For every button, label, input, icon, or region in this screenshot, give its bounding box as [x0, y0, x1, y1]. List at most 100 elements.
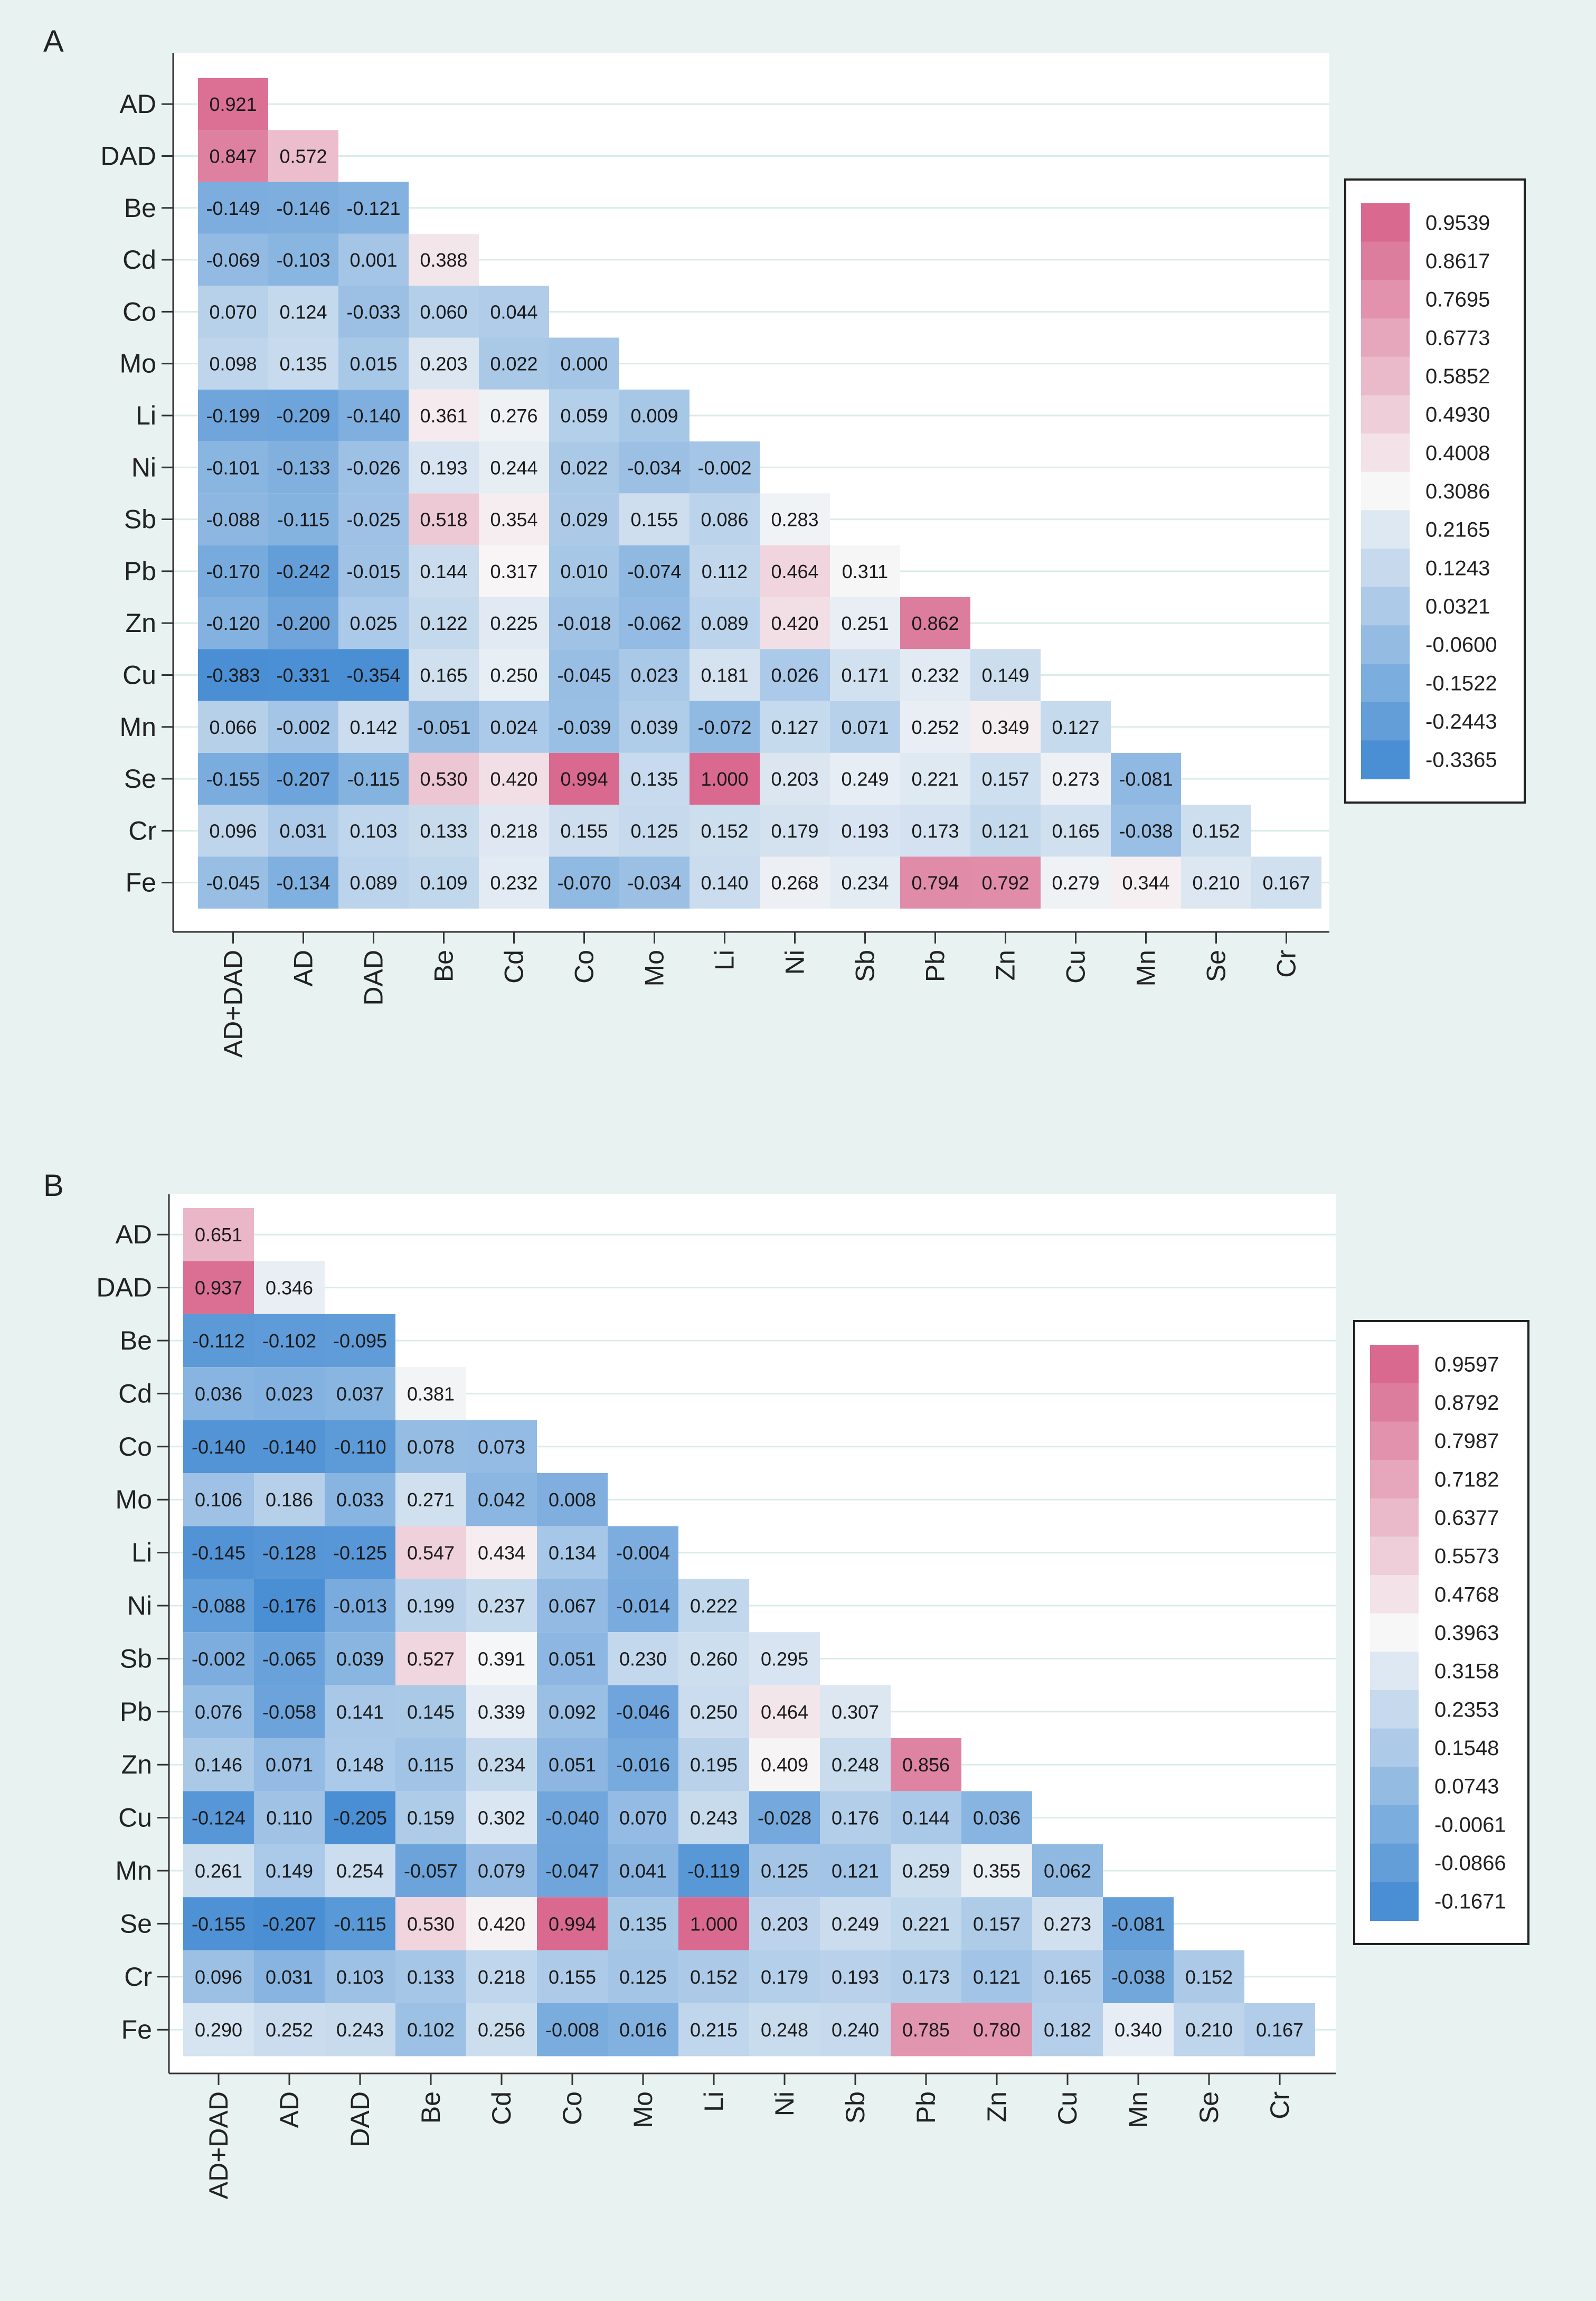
heatmap-cell — [961, 1844, 1032, 1898]
cell-value-label: 0.221 — [911, 768, 959, 790]
cell-value-label: 0.234 — [841, 872, 889, 894]
x-tick-label: DAD — [345, 2091, 375, 2147]
cell-value-label: -0.058 — [262, 1701, 316, 1723]
heatmap-cell — [900, 597, 970, 649]
heatmap-cell — [549, 441, 619, 494]
heatmap-cell — [183, 1791, 254, 1844]
cell-value-label: 0.155 — [560, 820, 608, 842]
cell-value-label: 0.244 — [490, 457, 537, 478]
heatmap-cell — [338, 337, 409, 390]
cell-value-label: 0.159 — [407, 1807, 455, 1829]
cell-value-label: 0.215 — [690, 2019, 738, 2041]
heatmap-cell — [678, 2003, 749, 2057]
cell-value-label: 0.144 — [902, 1807, 950, 1829]
heatmap-cell — [1041, 805, 1111, 857]
heatmap-cell — [183, 1632, 254, 1685]
cell-value-label: 0.121 — [973, 1966, 1021, 1988]
heatmap-cell — [820, 1950, 891, 2003]
legend-swatch — [1361, 203, 1410, 242]
heatmap-cell — [254, 1367, 325, 1420]
heatmap-cell — [325, 1844, 395, 1898]
cell-value-label: 0.290 — [195, 2019, 242, 2041]
cell-value-label: -0.145 — [192, 1542, 245, 1564]
heatmap-cell — [198, 856, 268, 909]
cell-value-label: -0.209 — [276, 405, 330, 427]
cell-value-label: 0.862 — [911, 612, 959, 634]
heatmap-cell — [254, 1579, 325, 1633]
cell-value-label: 0.051 — [549, 1648, 596, 1670]
heatmap-cell — [198, 337, 268, 390]
cell-value-label: -0.383 — [206, 664, 260, 686]
cell-value-label: 0.165 — [420, 664, 467, 686]
heatmap-cell — [900, 805, 970, 857]
cell-value-label: 0.022 — [560, 457, 608, 478]
heatmap-cell — [619, 493, 690, 545]
heatmap-cell — [900, 856, 970, 909]
cell-value-label: 0.199 — [407, 1595, 455, 1617]
cell-value-label: -0.062 — [627, 612, 681, 634]
legend-label: 0.7695 — [1425, 288, 1490, 312]
heatmap-cell — [760, 701, 830, 753]
cell-value-label: -0.034 — [627, 872, 681, 894]
cell-value-label: 0.125 — [761, 1860, 808, 1882]
heatmap-cell — [690, 752, 760, 805]
cell-value-label: 0.167 — [1262, 872, 1310, 894]
cell-value-label: -0.207 — [262, 1913, 316, 1935]
legend-label: -0.0600 — [1425, 634, 1497, 657]
cell-value-label: 0.344 — [1122, 872, 1169, 894]
heatmap-cell — [254, 1314, 325, 1368]
y-tick-label: Pb — [120, 1697, 152, 1727]
cell-value-label: 0.026 — [771, 664, 818, 686]
cell-value-label: 0.010 — [560, 561, 608, 582]
heatmap-cell — [268, 337, 338, 390]
heatmap-cell — [183, 1950, 254, 2003]
legend-swatch — [1370, 1575, 1419, 1614]
legend-label: 0.4930 — [1425, 403, 1490, 427]
cell-value-label: 0.071 — [841, 716, 889, 738]
heatmap-cell — [338, 752, 409, 805]
cell-value-label: 0.125 — [630, 820, 678, 842]
x-tick-label: AD — [275, 2091, 304, 2128]
heatmap-cell — [395, 1473, 466, 1526]
cell-value-label: 0.937 — [195, 1277, 242, 1299]
y-tick-label: Cu — [118, 1803, 152, 1833]
cell-value-label: 0.218 — [478, 1966, 525, 1988]
cell-value-label: 0.133 — [420, 820, 467, 842]
y-tick-label: Ni — [127, 1591, 152, 1620]
cell-value-label: 0.039 — [336, 1648, 384, 1670]
heatmap-cell — [466, 1420, 537, 1473]
heatmap-cell — [900, 752, 970, 805]
legend-label: 0.8792 — [1434, 1391, 1499, 1414]
y-tick-label: DAD — [100, 141, 156, 171]
heatmap-cell — [900, 649, 970, 701]
heatmap-cell — [537, 1738, 608, 1791]
legend-swatch — [1361, 625, 1410, 664]
cell-value-label: 0.250 — [690, 1701, 738, 1723]
cell-value-label: 0.256 — [478, 2019, 525, 2041]
heatmap-cell — [961, 1897, 1032, 1950]
heatmap-cell — [183, 1685, 254, 1738]
cell-value-label: 0.016 — [619, 2019, 667, 2041]
heatmap-cell — [409, 233, 479, 286]
cell-value-label: 0.157 — [981, 768, 1029, 790]
cell-value-label: 0.434 — [478, 1542, 525, 1564]
heatmap-cell — [479, 286, 549, 338]
cell-value-label: -0.039 — [557, 716, 611, 738]
heatmap-cell — [690, 649, 760, 701]
cell-value-label: 0.921 — [209, 93, 257, 115]
heatmap-cell — [1041, 752, 1111, 805]
heatmap-cell — [183, 1897, 254, 1950]
cell-value-label: -0.121 — [346, 197, 400, 219]
y-tick-label: Li — [131, 1538, 152, 1568]
cell-value-label: 0.792 — [981, 872, 1029, 894]
heatmap-cell — [198, 389, 268, 442]
cell-value-label: 0.273 — [1044, 1913, 1091, 1935]
cell-value-label: -0.013 — [333, 1595, 387, 1617]
heatmap-cell — [678, 1897, 749, 1950]
x-tick-label: DAD — [359, 950, 389, 1006]
cell-value-label: 0.135 — [619, 1913, 667, 1935]
x-tick-label: Be — [429, 950, 459, 982]
cell-value-label: 0.234 — [478, 1754, 525, 1776]
heatmap-cell — [1174, 1950, 1244, 2003]
heatmap-cell — [395, 1897, 466, 1950]
